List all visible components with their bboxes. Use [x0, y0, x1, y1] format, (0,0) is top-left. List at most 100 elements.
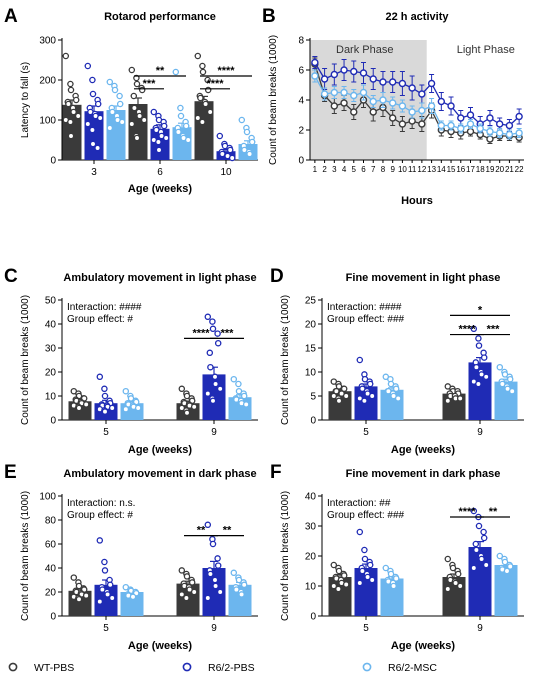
data-point — [392, 575, 400, 582]
data-point — [330, 582, 338, 590]
data-point — [178, 385, 186, 393]
legend-marker — [182, 662, 192, 672]
data-point — [184, 136, 192, 144]
x-tick-label: 9 — [477, 623, 483, 634]
data-point — [226, 146, 234, 154]
x-tick-label: 5 — [103, 427, 109, 438]
data-point — [133, 80, 141, 88]
series-wt — [328, 555, 466, 616]
data-point — [503, 567, 511, 575]
data-point — [480, 534, 488, 542]
x-tick-label: 16 — [456, 165, 465, 174]
data-point — [398, 79, 407, 88]
significance-label: **** — [217, 65, 235, 77]
data-point — [408, 117, 416, 125]
data-point — [472, 540, 480, 548]
data-point — [109, 108, 116, 116]
data-point — [495, 129, 504, 137]
y-tick-label: 4 — [298, 96, 304, 107]
data-point — [89, 76, 96, 84]
y-axis-label: Count of beam breaks (1000) — [280, 491, 291, 621]
data-point — [190, 403, 198, 411]
y-tick-label: 0 — [310, 612, 316, 623]
x-tick-label: 3 — [91, 167, 97, 178]
x-tick-label: 5 — [363, 623, 369, 634]
significance-label: *** — [221, 327, 235, 339]
data-point — [388, 99, 397, 107]
x-axis-label: Age (weeks) — [128, 183, 193, 195]
significance-label: **** — [458, 506, 476, 518]
data-point — [361, 555, 369, 563]
data-point — [515, 129, 523, 137]
data-point — [356, 579, 364, 587]
y-tick-label: 10 — [305, 582, 317, 593]
data-point — [369, 75, 377, 83]
significance-label: ** — [223, 525, 232, 537]
panel-title: Ambulatory movement in dark phase — [63, 468, 256, 480]
data-point — [116, 100, 124, 108]
significance-label: * — [478, 304, 483, 316]
data-point — [359, 567, 366, 575]
y-tick-label: 80 — [45, 516, 57, 527]
data-point — [379, 96, 387, 104]
data-point — [437, 97, 446, 106]
data-point — [369, 108, 377, 116]
data-point — [89, 140, 97, 148]
data-point — [214, 339, 222, 347]
data-point — [508, 387, 516, 395]
data-point — [470, 564, 478, 572]
legend-marker — [362, 662, 372, 672]
y-tick-label: 40 — [305, 492, 317, 503]
data-point — [398, 120, 407, 128]
x-tick-label: 18 — [476, 165, 485, 174]
data-point — [230, 375, 238, 383]
data-point — [242, 401, 250, 408]
y-tick-label: 8 — [298, 36, 304, 47]
bar — [494, 565, 518, 616]
data-point — [456, 582, 464, 590]
data-point — [505, 121, 514, 130]
data-point — [101, 392, 109, 400]
x-tick-label: 6 — [361, 165, 366, 174]
x-tick-label: 10 — [398, 165, 407, 174]
data-point — [311, 72, 319, 80]
data-point — [454, 570, 462, 578]
data-point — [209, 318, 216, 325]
data-point — [190, 588, 198, 596]
y-axis-label: Count of beam breaks (1000) — [20, 491, 31, 621]
data-point — [206, 349, 214, 357]
x-tick-label: 1 — [313, 165, 318, 174]
y-tick-label: 10 — [45, 392, 57, 403]
data-point — [366, 561, 374, 569]
data-point — [320, 90, 329, 98]
data-point — [183, 573, 191, 580]
data-point — [67, 132, 75, 140]
data-point — [204, 76, 211, 84]
data-point — [183, 409, 191, 417]
data-point — [235, 380, 242, 388]
data-point — [214, 555, 221, 562]
y-tick-label: 40 — [45, 320, 57, 331]
data-point — [486, 135, 494, 143]
data-point — [89, 126, 96, 134]
data-point — [475, 335, 482, 342]
data-point — [342, 581, 350, 588]
data-point — [172, 68, 180, 76]
data-point — [515, 112, 523, 121]
data-point — [418, 90, 426, 98]
data-point — [150, 108, 158, 116]
data-point — [122, 405, 130, 413]
data-point — [74, 112, 82, 120]
panel-d: D Fine movement in light phase 0 5 10 15 20 25 C… — [270, 266, 524, 456]
data-point — [350, 67, 358, 76]
legend-label: R6/2-PBS — [208, 662, 255, 674]
data-point — [204, 313, 212, 321]
data-point — [369, 97, 377, 106]
data-point — [199, 68, 207, 76]
data-point — [134, 404, 142, 412]
data-point — [408, 84, 416, 92]
y-tick-label: 15 — [305, 344, 317, 355]
data-point — [240, 392, 248, 400]
light-phase-label: Light Phase — [457, 44, 515, 56]
data-point — [447, 121, 455, 130]
